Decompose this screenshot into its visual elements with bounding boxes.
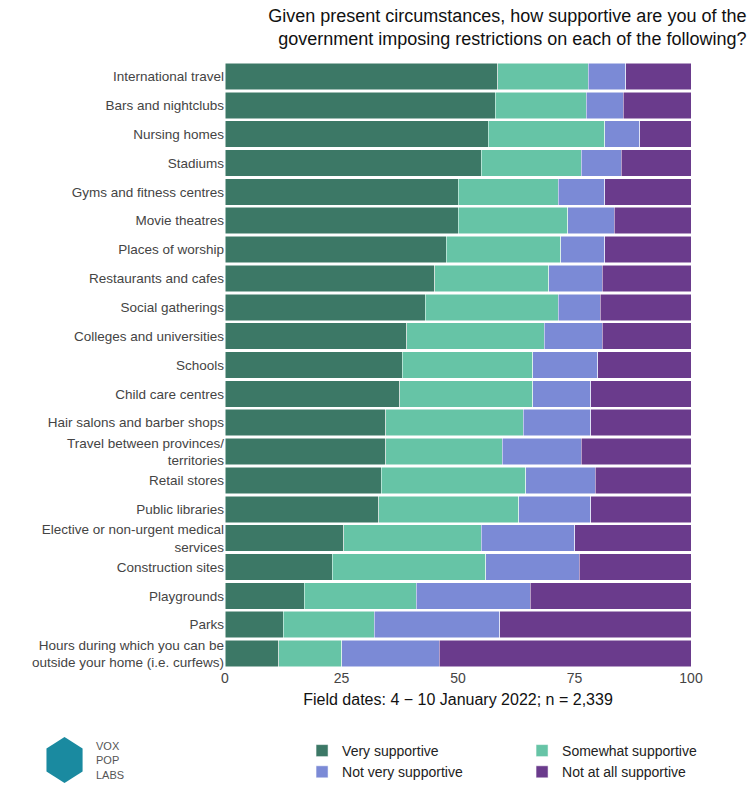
svg-text:Places of worship: Places of worship <box>118 242 224 257</box>
svg-text:75: 75 <box>567 670 583 686</box>
svg-text:Parks: Parks <box>189 617 224 632</box>
svg-text:Gyms and fitness centres: Gyms and fitness centres <box>72 185 225 200</box>
svg-text:Retail stores: Retail stores <box>149 473 224 488</box>
svg-text:Hours during which you can beo: Hours during which you can beoutside you… <box>32 638 224 671</box>
svg-text:Movie theatres: Movie theatres <box>135 213 224 228</box>
svg-text:Schools: Schools <box>176 358 224 373</box>
svg-text:Travel between provinces/terri: Travel between provinces/territories <box>67 436 224 469</box>
svg-text:25: 25 <box>334 670 350 686</box>
svg-text:Construction sites: Construction sites <box>117 560 225 575</box>
svg-text:Field dates: 4 − 10 January 20: Field dates: 4 − 10 January 2022; n = 2,… <box>303 691 613 708</box>
svg-text:Social gatherings: Social gatherings <box>120 300 224 315</box>
svg-text:VOXPOPLABS: VOXPOPLABS <box>96 740 124 781</box>
svg-text:Hair salons and barber shops: Hair salons and barber shops <box>48 415 225 430</box>
svg-text:Somewhat supportive: Somewhat supportive <box>562 743 697 759</box>
svg-text:Very supportive: Very supportive <box>342 743 439 759</box>
svg-text:Restaurants and cafes: Restaurants and cafes <box>89 271 224 286</box>
svg-text:0: 0 <box>221 670 229 686</box>
svg-text:50: 50 <box>450 670 466 686</box>
svg-text:Colleges and universities: Colleges and universities <box>74 329 224 344</box>
svg-text:Public libraries: Public libraries <box>136 502 224 517</box>
svg-text:Playgrounds: Playgrounds <box>149 589 224 604</box>
svg-text:Given present circumstances, h: Given present circumstances, how support… <box>268 6 746 49</box>
svg-text:International travel: International travel <box>113 69 224 84</box>
svg-text:100: 100 <box>679 670 703 686</box>
svg-text:Nursing homes: Nursing homes <box>133 127 224 142</box>
svg-text:Not at all supportive: Not at all supportive <box>562 764 686 780</box>
svg-text:Stadiums: Stadiums <box>168 156 225 171</box>
svg-text:Not very supportive: Not very supportive <box>342 764 463 780</box>
svg-text:Elective or non-urgent medical: Elective or non-urgent medicalservices <box>42 522 225 555</box>
svg-text:Bars and nightclubs: Bars and nightclubs <box>105 98 224 113</box>
svg-text:Child care centres: Child care centres <box>115 387 224 402</box>
